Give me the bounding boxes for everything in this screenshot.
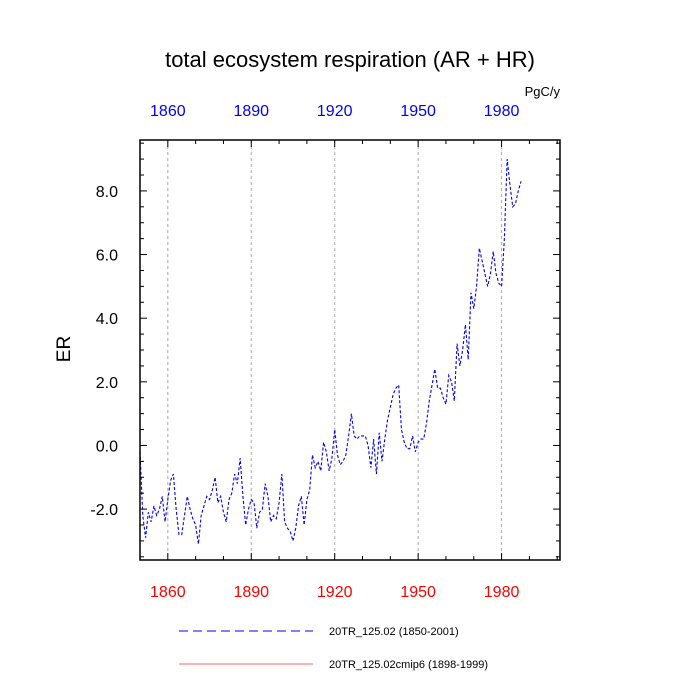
x-tick-label: 1980 [484,584,520,601]
x-tick-label: 1950 [400,584,436,601]
y-tick-label: 8.0 [96,184,118,201]
x-tick-label: 1890 [233,584,269,601]
top-x-tick-label: 1980 [484,103,520,120]
y-tick-label: 4.0 [96,311,118,328]
series-layer [139,159,522,545]
grid-lines [167,140,503,560]
legend-label-2: 20TR_125.02cmip6 (1898-1999) [329,659,488,671]
x-tick-label: 1920 [317,584,353,601]
chart-title: total ecosystem respiration (AR + HR) [165,47,535,72]
units-label: PgC/y [525,84,561,99]
tick-labels: 1860 1890 1920 1950 1980 1860 1890 1920 1950 1980… [90,103,519,601]
top-x-tick-label: 1950 [400,103,436,120]
series-line-1 [139,159,522,545]
y-tick-label: -2.0 [90,502,118,519]
y-tick-label: 6.0 [96,248,118,265]
y-axis-label: ER [54,336,75,362]
axis-ticks [139,140,560,560]
top-x-tick-label: 1890 [233,103,269,120]
y-tick-label: 2.0 [96,375,118,392]
top-x-tick-label: 1920 [317,103,353,120]
legend: 20TR_125.02 (1850-2001) 20TR_125.02cmip6 … [179,626,488,671]
y-tick-label: 0.0 [96,438,118,455]
x-tick-label: 1860 [150,584,186,601]
legend-label-1: 20TR_125.02 (1850-2001) [329,626,459,638]
top-x-tick-label: 1860 [150,103,186,120]
